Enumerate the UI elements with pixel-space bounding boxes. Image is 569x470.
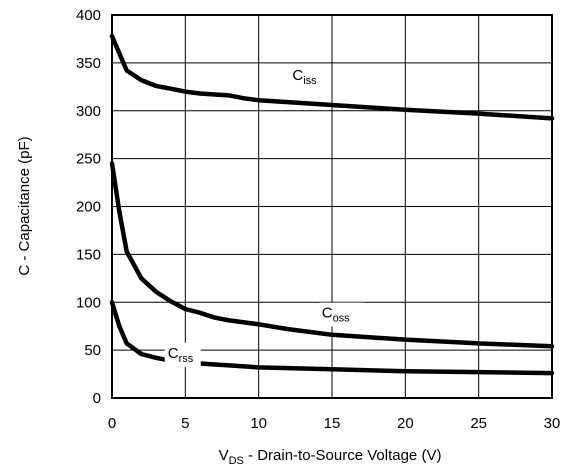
- x-axis-label: VDS - Drain-to-Source Voltage (V): [219, 447, 442, 467]
- y-tick-label: 250: [76, 151, 101, 168]
- y-tick-label: 100: [76, 294, 101, 311]
- x-tick-label: 10: [250, 415, 267, 432]
- x-tick-label: 20: [397, 415, 414, 432]
- series-label-coss: Coss: [322, 305, 350, 325]
- y-tick-labels: 0 50 100 150 200 250 300 350 400: [76, 7, 101, 407]
- series-line-coss: [109, 161, 555, 349]
- y-tick-label: 300: [76, 103, 101, 120]
- x-tick-label: 30: [544, 415, 561, 432]
- series-group: [109, 33, 555, 376]
- series-label-main: C: [322, 305, 333, 322]
- y-tick-label: 400: [76, 7, 101, 24]
- series-label-ciss: Ciss: [292, 67, 317, 87]
- series-label-bg: [164, 342, 201, 367]
- series-label-sub: iss: [303, 75, 317, 87]
- x-tick-label: 25: [470, 415, 487, 432]
- series-label-sub: oss: [333, 313, 351, 325]
- x-tick-label: 0: [108, 415, 116, 432]
- y-tick-label: 150: [76, 246, 101, 263]
- x-axis-label-rest: - Drain-to-Source Voltage (V): [244, 447, 442, 464]
- y-tick-label: 0: [93, 390, 101, 407]
- series-label-main: C: [292, 67, 303, 84]
- series-line-ciss: [109, 33, 555, 121]
- grid: [111, 14, 553, 399]
- series-label-crss: Crss: [168, 345, 194, 365]
- y-tick-label: 350: [76, 55, 101, 72]
- x-tick-label: 15: [324, 415, 341, 432]
- y-tick-label: 50: [84, 342, 101, 359]
- series-label-bg: [289, 65, 326, 90]
- y-tick-label: 200: [76, 199, 101, 216]
- series-label-main: C: [168, 345, 179, 362]
- x-tick-label: 5: [181, 415, 189, 432]
- series-line-crss: [109, 300, 555, 376]
- x-axis-label-sub: DS: [229, 455, 244, 467]
- y-axis-label: C - Capacitance (pF): [16, 136, 33, 275]
- plot-frame: [111, 14, 553, 399]
- x-axis-label-main: V: [219, 447, 229, 464]
- series-label-sub: rss: [179, 353, 194, 365]
- series-label-bg: [318, 302, 365, 327]
- x-tick-labels: 0 5 10 15 20 25 30: [108, 415, 561, 432]
